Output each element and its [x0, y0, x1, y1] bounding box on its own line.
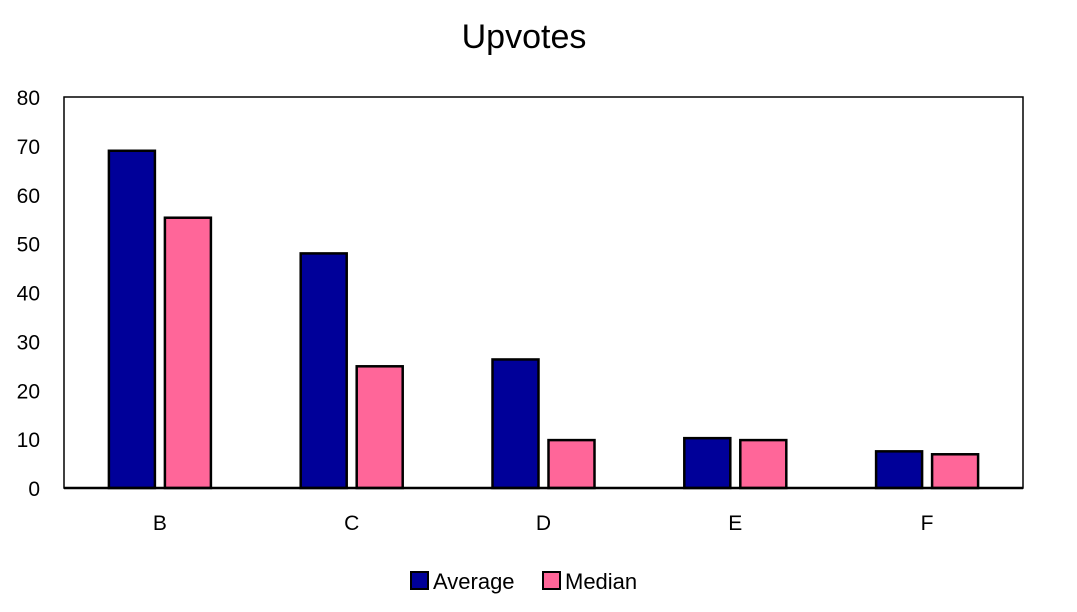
bar-median-e — [739, 438, 788, 490]
bar-average-f — [874, 450, 924, 490]
bar-average-b — [107, 149, 157, 490]
legend: Average Median — [410, 569, 637, 594]
bar-median-f — [930, 453, 980, 490]
y-tick-label: 70 — [17, 136, 40, 159]
bar-median-c — [355, 365, 404, 490]
y-tick-label: 30 — [17, 331, 40, 354]
bar-average-e — [683, 436, 732, 490]
legend-swatch-average — [410, 571, 429, 590]
bar-median-b — [163, 216, 213, 490]
y-tick-label: 60 — [17, 185, 40, 208]
chart-title: Upvotes — [462, 18, 587, 56]
y-tick-label: 40 — [17, 283, 40, 306]
bar-average-d — [491, 358, 540, 490]
x-tick-label: B — [153, 512, 167, 535]
y-tick-label: 50 — [17, 234, 40, 257]
y-tick-label: 10 — [17, 429, 40, 452]
x-tick-label: C — [344, 512, 359, 535]
y-tick-label: 0 — [28, 478, 40, 501]
bar-average-c — [299, 252, 348, 490]
x-tick-label: F — [921, 512, 934, 535]
x-tick-label: D — [536, 512, 551, 535]
bars-group — [107, 149, 980, 490]
bar-median-d — [547, 438, 596, 490]
x-tick-label: E — [728, 512, 742, 535]
y-tick-label: 80 — [17, 87, 40, 110]
legend-label-median: Median — [565, 569, 637, 594]
legend-swatch-median — [542, 571, 561, 590]
x-axis: B C D E F — [153, 512, 934, 535]
legend-label-average: Average — [433, 569, 515, 594]
y-tick-label: 20 — [17, 380, 40, 403]
y-axis: 0 10 20 30 40 50 60 70 80 — [17, 87, 40, 501]
